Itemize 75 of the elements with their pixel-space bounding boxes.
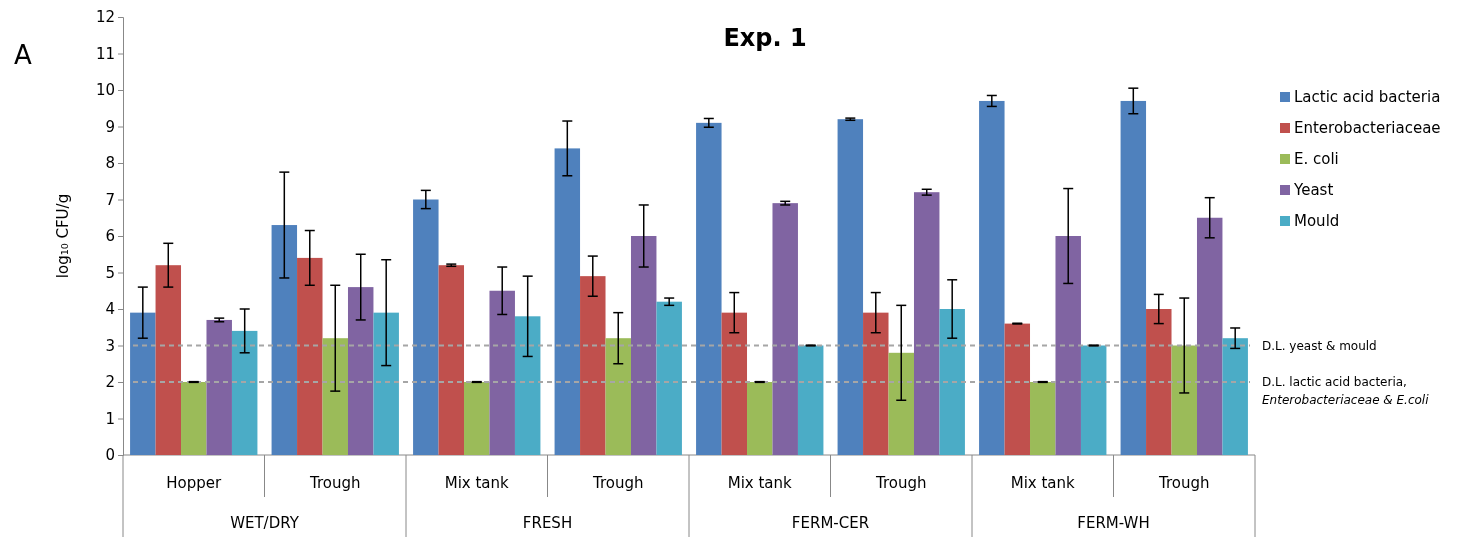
bar [554,148,581,455]
bar [580,276,606,455]
bar [1171,345,1197,455]
bar [347,287,374,455]
x-tick-label: Hopper [166,474,223,492]
y-tick-label: 11 [95,44,115,63]
bar [863,312,889,455]
bar [1196,217,1223,455]
legend-label: Enterobacteriaceae [1294,119,1441,137]
y-axis-title: log₁₀ CFU/g [54,193,72,279]
legend-label: Yeast [1293,181,1334,199]
bar [1055,236,1081,455]
ref-line-label: D.L. lactic acid bacteria, Enterobacteriaceae & E.coli [1262,375,1430,407]
bar [514,316,541,455]
y-tick-label: 4 [105,300,115,319]
bar [913,192,940,455]
ref-line-label: D.L. yeast & mould [1262,338,1377,353]
bar [979,100,1005,455]
y-tick-label: 9 [105,117,115,136]
bar [837,119,864,455]
y-tick-label: 1 [105,409,115,428]
legend-label: E. coli [1294,150,1339,168]
bar [1120,100,1147,455]
bar [772,203,798,455]
y-tick-label: 10 [95,81,115,100]
bar [464,382,490,455]
bar [888,352,914,455]
bar [155,265,182,455]
bar [605,338,631,455]
x-tick-label: Mix tank [1010,474,1076,492]
bar [231,330,258,455]
y-tick-label: 12 [95,8,115,27]
y-tick-label: 2 [105,373,115,392]
chart-title: Exp. 1 [723,24,807,52]
y-tick-label: 7 [105,190,115,209]
bar [939,309,965,455]
bar [271,225,298,455]
bar [656,301,682,455]
bar [747,382,773,455]
bar [181,382,207,455]
x-tick-label: Mix tank [727,474,793,492]
bar [1222,338,1248,455]
bar [1080,345,1107,455]
x-tick-label: Trough [308,474,361,492]
legend-label: Mould [1294,212,1340,230]
bar [1030,382,1056,455]
text: A [14,40,32,70]
bar [206,319,232,455]
text: FERM-WH [1077,514,1150,532]
text: FERM-CER [791,514,870,532]
x-tick-label: Trough [1157,474,1210,492]
y-tick-label: 6 [105,227,115,246]
bar [322,338,348,455]
bar [297,257,323,455]
text: WET/DRY [230,514,300,532]
bar [489,290,515,455]
x-tick-label: Mix tank [444,474,510,492]
y-tick-label: 3 [105,336,115,355]
y-tick-label: 5 [105,263,115,282]
x-tick-label: Trough [591,474,644,492]
bar [1004,323,1031,455]
bar [797,345,824,455]
legend-label: Lactic acid bacteria [1294,88,1441,106]
bar [696,122,722,455]
bar [373,312,399,455]
bar [630,236,657,455]
bar [130,312,156,455]
y-tick-label: 8 [105,154,115,173]
bar [1146,309,1172,455]
x-tick-label: Trough [874,474,927,492]
bar [413,199,439,455]
text: FRESH [522,514,573,532]
bar [438,265,465,455]
y-tick-label: 0 [105,446,115,465]
bar [721,312,748,455]
